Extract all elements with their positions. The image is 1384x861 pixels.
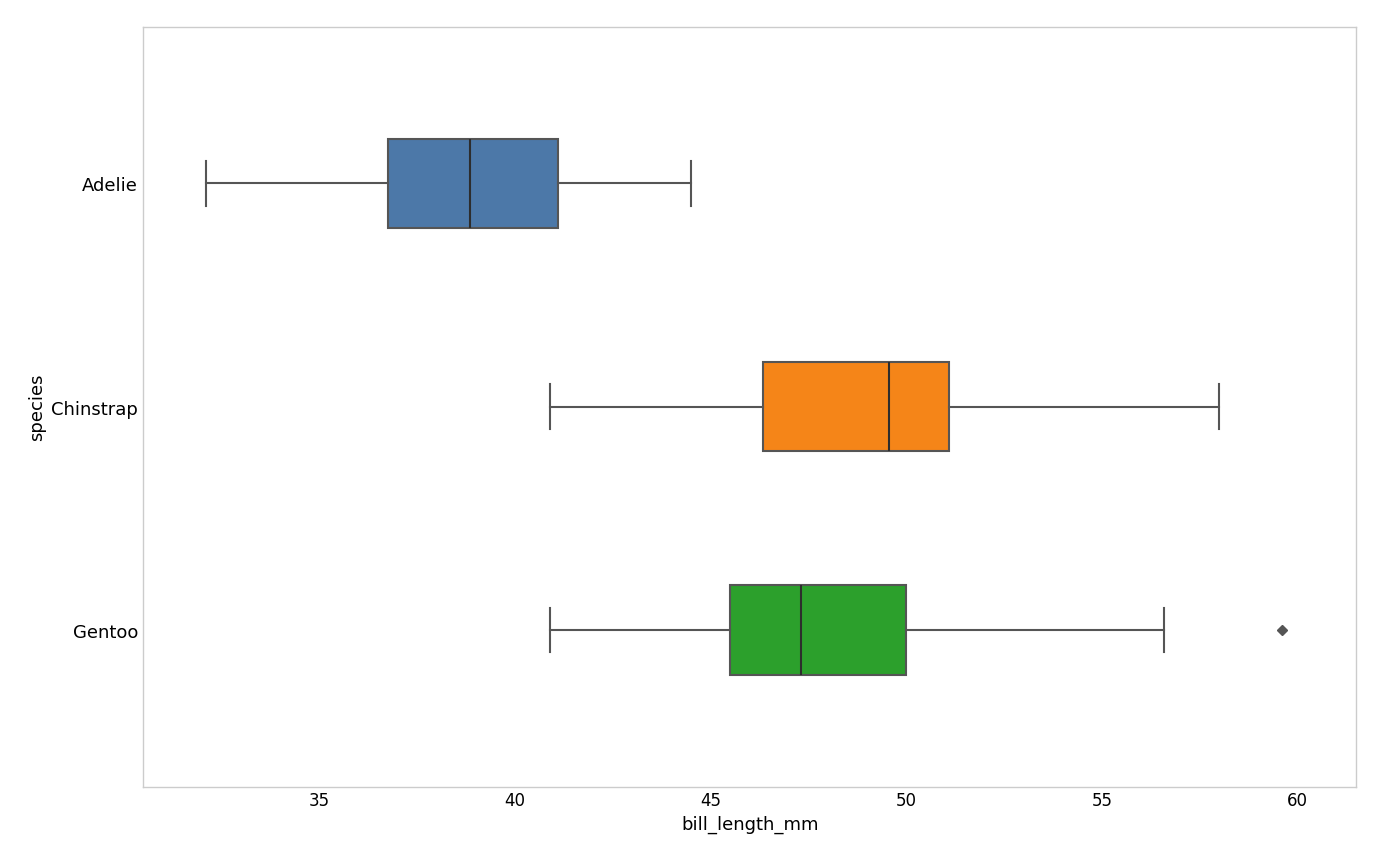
Y-axis label: species: species [28, 374, 46, 441]
X-axis label: bill_length_mm: bill_length_mm [681, 815, 818, 833]
PathPatch shape [731, 585, 907, 675]
PathPatch shape [388, 139, 558, 229]
PathPatch shape [764, 362, 949, 452]
